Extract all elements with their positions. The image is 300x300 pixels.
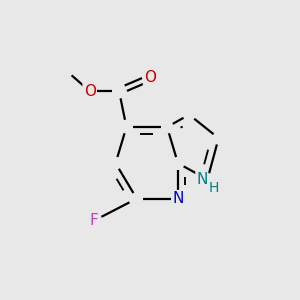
Text: H: H <box>209 181 219 195</box>
Text: O: O <box>84 84 96 99</box>
Text: N: N <box>196 172 207 187</box>
Text: O: O <box>144 70 156 86</box>
Text: N: N <box>172 191 184 206</box>
Text: F: F <box>90 213 98 228</box>
